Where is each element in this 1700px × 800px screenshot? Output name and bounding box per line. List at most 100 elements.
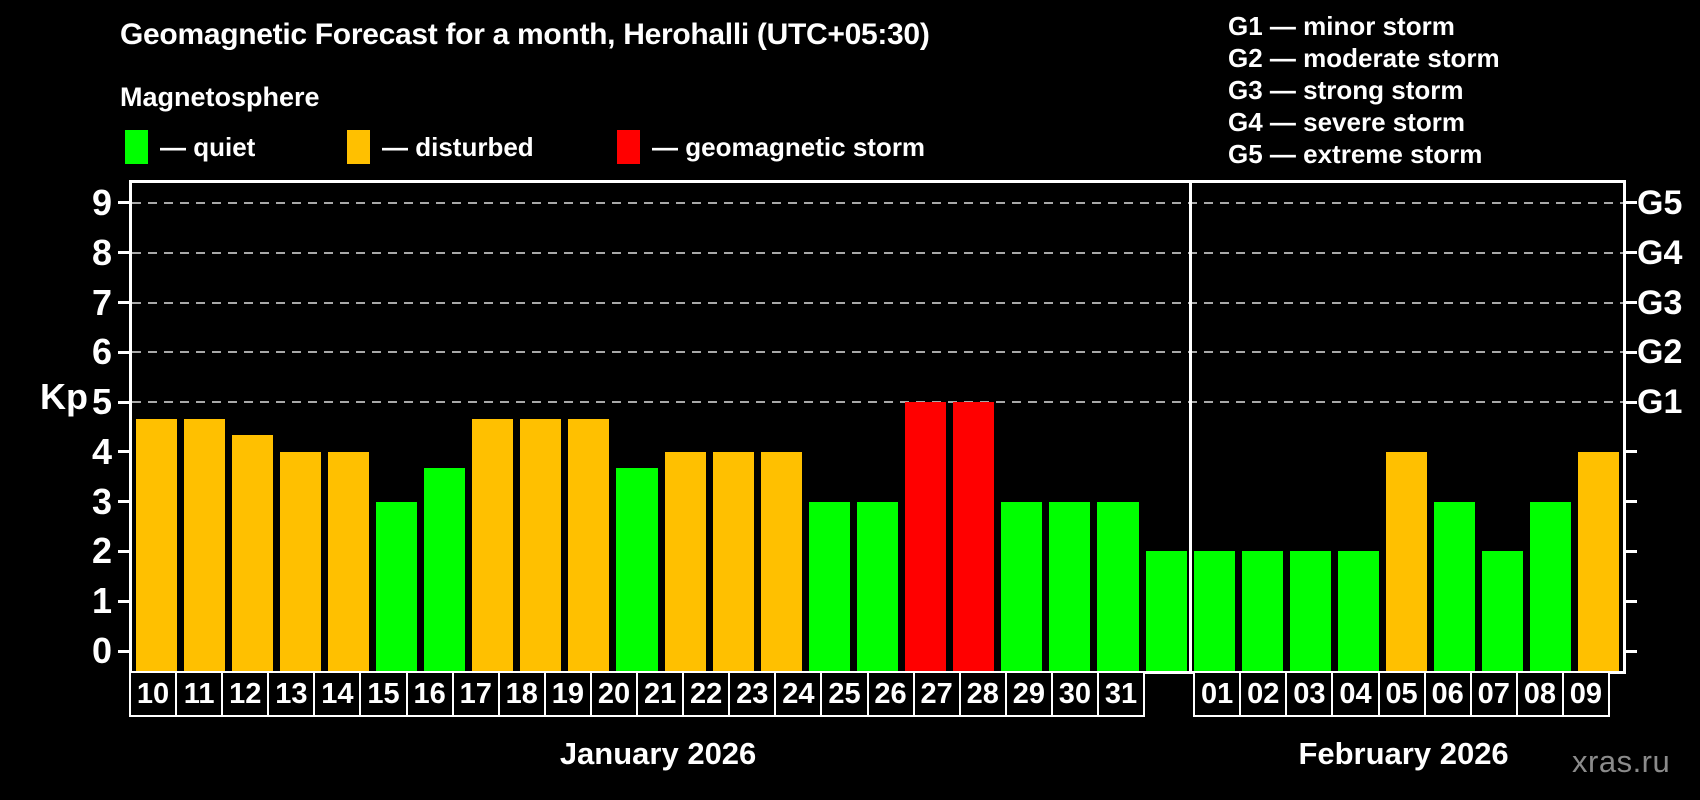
month-separator-line: [1188, 183, 1192, 671]
watermark: xras.ru: [1572, 744, 1671, 779]
day-box-19: 19: [543, 671, 592, 717]
right-axis-label-g2: G2: [1637, 333, 1683, 372]
day-box-23: 23: [728, 671, 777, 717]
day-box-13: 13: [267, 671, 316, 717]
quiet-color-swatch: [125, 130, 148, 164]
kp-bar-11: [183, 418, 225, 671]
left-tick-kp5: [118, 400, 129, 404]
gridline-kp7: [132, 301, 1623, 304]
kp-bar-13: [279, 451, 321, 671]
right-tick-kp1: [1626, 599, 1637, 603]
g2-legend-line: G2 — moderate storm: [1228, 43, 1500, 73]
left-tick-kp3: [118, 500, 129, 504]
y-axis-label-0: 0: [91, 630, 112, 672]
day-box-05: 05: [1377, 671, 1426, 717]
right-tick-kp9: [1626, 201, 1637, 205]
storm-color-swatch: [617, 130, 640, 164]
kp-bar-10: [135, 418, 177, 671]
january-day-boxes: 10 11 12 13 14 15 16 17 18 19 20 21 22 23 24 25 26 27 28 29…: [129, 671, 1146, 717]
gridline-kp6: [132, 351, 1623, 354]
day-box-17: 17: [451, 671, 500, 717]
kp-bar-19: [568, 418, 610, 671]
month-label-january: January 2026: [559, 736, 757, 771]
right-tick-kp4: [1626, 450, 1637, 454]
magnetosphere-label: Magnetosphere: [120, 82, 320, 112]
kp-bar-02: [1241, 551, 1283, 671]
day-box-15: 15: [359, 671, 408, 717]
right-axis-label-g1: G1: [1637, 383, 1683, 422]
y-axis-label-2: 2: [91, 530, 112, 572]
kp-bar-27: [953, 402, 995, 671]
quiet-legend-label: — quiet: [160, 131, 256, 162]
right-axis-label-g3: G3: [1637, 283, 1683, 322]
legend-item-storm: — geomagnetic storm: [617, 128, 925, 166]
day-box-28: 28: [958, 671, 1007, 717]
day-box-21: 21: [636, 671, 685, 717]
g4-legend-line: G4 — severe storm: [1228, 107, 1466, 137]
kp-bar-17: [472, 418, 514, 671]
kp-bar-28: [1001, 501, 1043, 671]
kp-bar-12: [231, 435, 273, 671]
left-tick-kp9: [118, 201, 129, 205]
left-tick-kp6: [118, 350, 129, 354]
plot-area: 0 1 2 3 4 5 6 7 8 9 G1 G2 G3 G4 G5: [92, 180, 1682, 674]
right-tick-kp0: [1626, 649, 1637, 653]
y-axis-label-8: 8: [91, 231, 112, 273]
y-axis-title: Kp: [40, 376, 88, 417]
kp-bar-31: [1145, 551, 1187, 671]
storm-legend-label: — geomagnetic storm: [652, 131, 926, 162]
legend-item-disturbed: — disturbed: [347, 128, 534, 166]
legend-item-quiet: — quiet: [125, 128, 255, 166]
day-box-30: 30: [1050, 671, 1099, 717]
right-axis-label-g4: G4: [1637, 233, 1683, 272]
day-box-04: 04: [1331, 671, 1380, 717]
chart-title: Geomagnetic Forecast for a month, Heroha…: [120, 18, 930, 51]
month-label-february: February 2026: [1298, 736, 1509, 771]
day-box-03: 03: [1285, 671, 1334, 717]
left-tick-kp7: [118, 301, 129, 304]
right-tick-kp6: [1626, 350, 1637, 354]
kp-bar-26: [905, 402, 947, 671]
y-axis-label-3: 3: [91, 480, 112, 522]
day-box-24: 24: [774, 671, 823, 717]
day-box-07: 07: [1469, 671, 1518, 717]
day-box-18: 18: [497, 671, 546, 717]
g1-legend-line: G1 — minor storm: [1228, 11, 1455, 41]
g3-legend-line: G3 — strong storm: [1228, 75, 1464, 105]
y-axis-label-4: 4: [91, 430, 112, 472]
kp-bar-07: [1482, 551, 1524, 671]
february-day-boxes: 01 02 03 04 05 06 07 08 09: [1193, 671, 1610, 717]
kp-bar-18: [520, 418, 562, 671]
right-tick-kp8: [1626, 251, 1637, 255]
day-box-22: 22: [682, 671, 731, 717]
right-tick-kp2: [1626, 549, 1637, 553]
kp-bar-23: [760, 451, 802, 671]
day-box-06: 06: [1423, 671, 1472, 717]
left-tick-kp4: [118, 450, 129, 454]
gridline-kp8: [132, 251, 1623, 254]
kp-bar-21: [664, 451, 706, 671]
right-axis-label-g5: G5: [1637, 183, 1683, 222]
gridline-kp9: [132, 201, 1623, 204]
day-box-27: 27: [912, 671, 961, 717]
kp-bar-29: [1049, 501, 1091, 671]
kp-bar-04: [1337, 551, 1379, 671]
kp-bar-14: [327, 451, 369, 671]
kp-bar-09: [1578, 451, 1620, 671]
day-box-11: 11: [175, 671, 224, 717]
day-box-14: 14: [313, 671, 362, 717]
kp-bar-24: [808, 501, 850, 671]
kp-bar-08: [1530, 501, 1572, 671]
disturbed-legend-label: — disturbed: [382, 131, 534, 162]
gridline-kp5: [132, 401, 1623, 404]
kp-bar-03: [1289, 551, 1331, 671]
y-axis-label-1: 1: [91, 580, 112, 622]
kp-bar-20: [616, 468, 658, 671]
kp-bar-22: [712, 451, 754, 671]
day-box-25: 25: [820, 671, 869, 717]
plot-inner: 0 1 2 3 4 5 6 7 8 9 G1 G2 G3 G4 G5: [92, 183, 1682, 671]
kp-bar-05: [1386, 451, 1428, 671]
g-scale-legend: G1 — minor storm G2 — moderate storm G3 …: [1228, 10, 1500, 170]
left-tick-kp2: [118, 549, 129, 553]
